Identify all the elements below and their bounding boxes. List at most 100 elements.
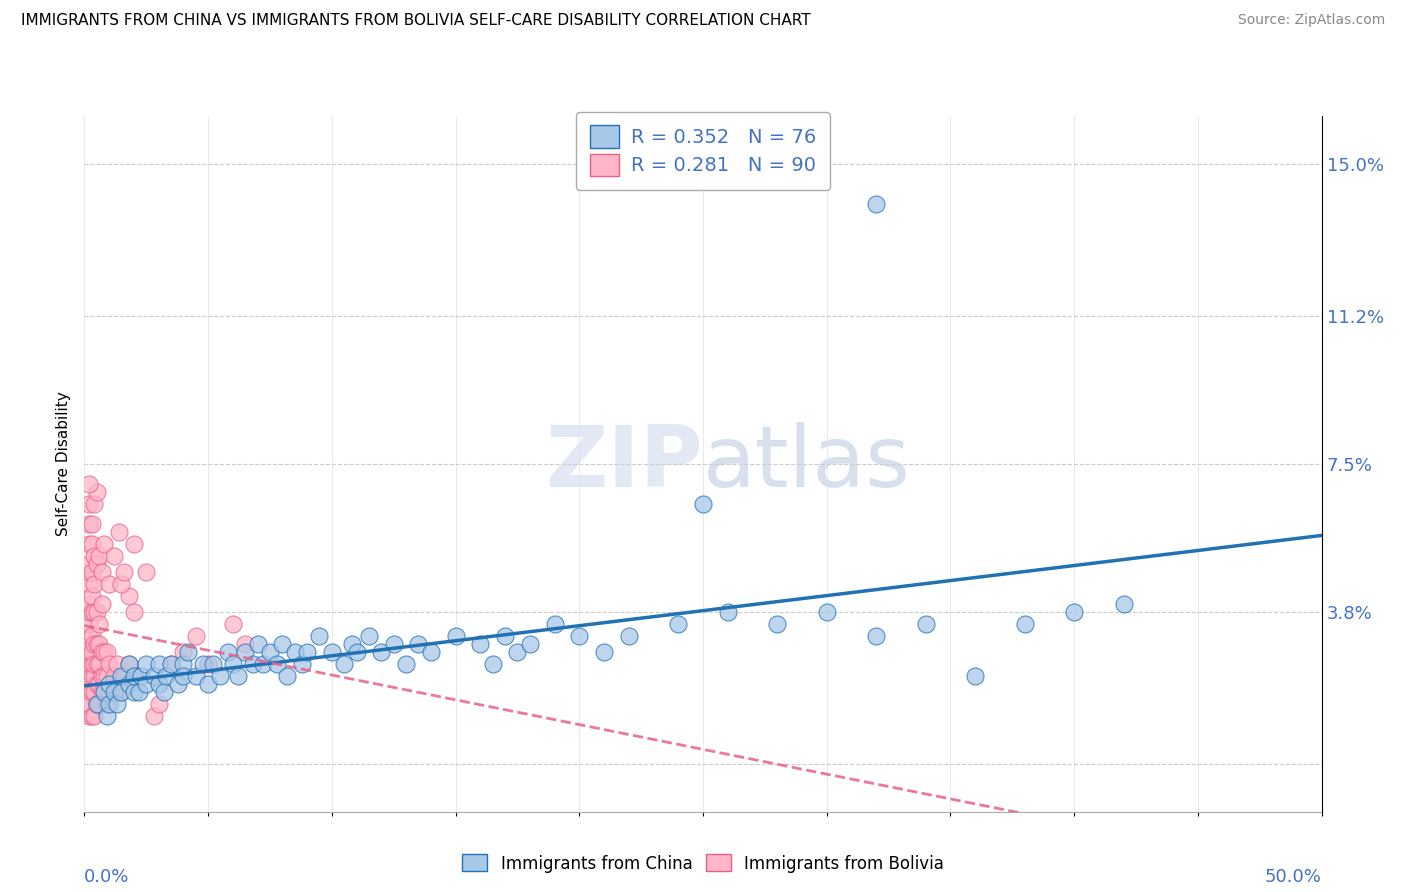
Point [98, 657, 121, 671]
Point [79, 645, 101, 659]
Point [79, 476, 101, 491]
Point [202, 657, 225, 671]
Point [79, 685, 101, 699]
Point [86, 605, 108, 619]
Point [593, 645, 616, 659]
Point [83, 549, 105, 563]
Point [79, 708, 101, 723]
Point [80, 565, 103, 579]
Point [80, 657, 103, 671]
Point [191, 657, 214, 671]
Point [83, 669, 105, 683]
Text: 0.0%: 0.0% [84, 868, 129, 886]
Point [617, 629, 640, 643]
Point [226, 669, 249, 683]
Point [90, 645, 112, 659]
Point [98, 576, 121, 591]
Point [160, 657, 183, 671]
Legend: Immigrants from China, Immigrants from Bolivia: Immigrants from China, Immigrants from B… [456, 847, 950, 880]
Point [90, 597, 112, 611]
Point [108, 524, 131, 539]
Point [103, 549, 125, 563]
Point [321, 645, 343, 659]
Point [308, 629, 330, 643]
Point [357, 629, 380, 643]
Point [79, 597, 101, 611]
Point [233, 645, 256, 659]
Point [112, 669, 135, 683]
Point [79, 576, 101, 591]
Point [444, 629, 467, 643]
Point [184, 629, 207, 643]
Point [246, 637, 269, 651]
Point [148, 697, 170, 711]
Point [914, 616, 936, 631]
Point [276, 669, 298, 683]
Point [79, 657, 101, 671]
Point [110, 669, 132, 683]
Point [90, 669, 112, 683]
Point [89, 657, 111, 671]
Point [692, 497, 714, 511]
Point [135, 565, 157, 579]
Point [93, 537, 115, 551]
Point [965, 669, 987, 683]
Point [142, 669, 165, 683]
Point [112, 565, 135, 579]
Point [135, 657, 157, 671]
Point [96, 645, 118, 659]
Point [370, 645, 392, 659]
Point [80, 516, 103, 531]
Point [98, 697, 121, 711]
Point [152, 685, 174, 699]
Point [519, 637, 541, 651]
Point [79, 605, 101, 619]
Point [184, 669, 207, 683]
Point [865, 629, 887, 643]
Point [80, 669, 103, 683]
Point [110, 685, 132, 699]
Point [103, 685, 125, 699]
Point [142, 708, 165, 723]
Point [79, 557, 101, 571]
Point [93, 645, 115, 659]
Point [419, 645, 441, 659]
Point [79, 565, 101, 579]
Point [90, 565, 112, 579]
Point [96, 697, 118, 711]
Text: Source: ZipAtlas.com: Source: ZipAtlas.com [1237, 13, 1385, 28]
Point [408, 637, 430, 651]
Point [148, 657, 170, 671]
Point [103, 669, 125, 683]
Point [568, 629, 591, 643]
Text: atlas: atlas [703, 422, 911, 506]
Point [148, 677, 170, 691]
Point [110, 576, 132, 591]
Point [105, 657, 128, 671]
Y-axis label: Self-Care Disability: Self-Care Disability [56, 392, 72, 536]
Point [1014, 616, 1036, 631]
Point [93, 669, 115, 683]
Point [86, 697, 108, 711]
Point [86, 637, 108, 651]
Point [481, 657, 503, 671]
Point [666, 616, 689, 631]
Point [80, 589, 103, 603]
Point [242, 657, 264, 671]
Point [259, 645, 281, 659]
Point [284, 645, 307, 659]
Point [172, 657, 194, 671]
Point [83, 605, 105, 619]
Point [395, 657, 418, 671]
Point [128, 685, 150, 699]
Point [291, 657, 314, 671]
Point [222, 616, 245, 631]
Point [122, 669, 145, 683]
Point [79, 497, 101, 511]
Point [93, 685, 115, 699]
Point [122, 685, 145, 699]
Point [83, 576, 105, 591]
Point [1063, 605, 1085, 619]
Point [79, 629, 101, 643]
Text: IMMIGRANTS FROM CHINA VS IMMIGRANTS FROM BOLIVIA SELF-CARE DISABILITY CORRELATIO: IMMIGRANTS FROM CHINA VS IMMIGRANTS FROM… [21, 13, 811, 29]
